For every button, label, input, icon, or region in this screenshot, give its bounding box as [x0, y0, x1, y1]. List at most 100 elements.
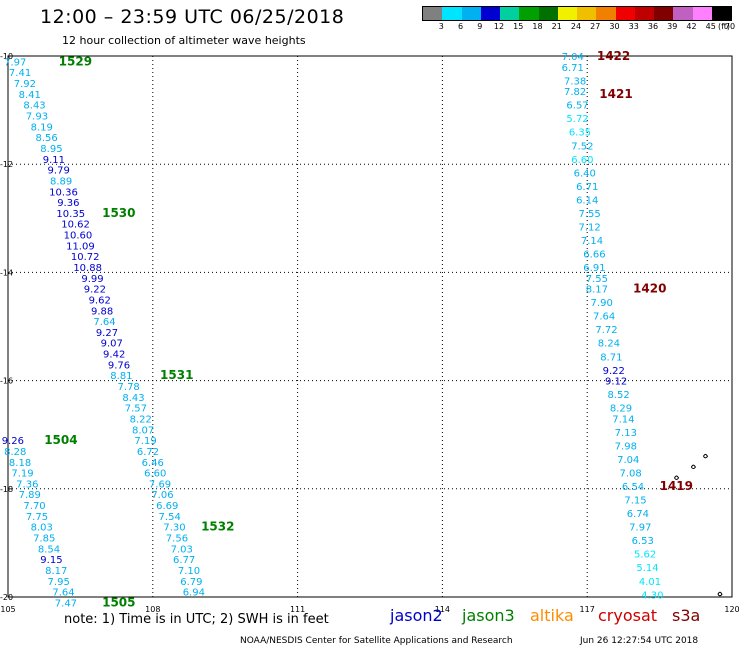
- pass-time-label: 1422: [597, 49, 630, 63]
- color-swatch: [423, 7, 443, 20]
- wave-height-value: 6.79: [180, 577, 202, 588]
- color-scale-label: 18: [532, 22, 543, 31]
- wave-height-value: 5.62: [634, 550, 656, 561]
- wave-height-value: 7.15: [624, 496, 646, 507]
- pass-time-label: 1420: [633, 282, 666, 296]
- wave-height-value: 7.14: [612, 414, 634, 425]
- wave-height-value: 10.35: [56, 209, 85, 220]
- wave-height-value: 7.13: [615, 428, 637, 439]
- color-scale-label: 70: [724, 22, 736, 31]
- color-swatch: [596, 7, 616, 20]
- wave-height-value: 7.06: [151, 490, 173, 501]
- wave-height-value: 7.97: [4, 57, 26, 68]
- wave-height-value: 10.88: [73, 263, 102, 274]
- wave-height-value: 9.76: [108, 360, 130, 371]
- footer-note: note: 1) Time is in UTC; 2) SWH is in fe…: [64, 612, 329, 627]
- color-swatch: [461, 7, 481, 20]
- wave-height-value: 8.56: [35, 133, 57, 144]
- wave-height-value: 9.12: [605, 377, 627, 388]
- wave-height-value: 6.40: [574, 168, 596, 179]
- color-swatch: [615, 7, 635, 20]
- wave-height-value: 7.95: [48, 577, 70, 588]
- wave-height-value: 8.19: [31, 122, 53, 133]
- wave-height-value: 6.71: [576, 182, 598, 193]
- color-scale-label: 27: [590, 22, 601, 31]
- x-tick-label: 111: [290, 605, 305, 614]
- pass-time-label: 1529: [59, 54, 92, 68]
- wave-height-value: 6.60: [144, 469, 166, 480]
- wave-height-value: 6.57: [566, 101, 588, 112]
- wave-height-value: 9.99: [81, 274, 103, 285]
- page-subtitle: 12 hour collection of altimeter wave hei…: [62, 34, 306, 47]
- wave-height-value: 6.72: [137, 447, 159, 458]
- color-scale-label: 39: [667, 22, 678, 31]
- color-scale-label: 9: [477, 22, 483, 31]
- wave-height-value: 7.38: [564, 76, 586, 87]
- wave-height-value: 9.79: [48, 166, 70, 177]
- wave-height-value: 7.19: [134, 436, 156, 447]
- color-swatch: [442, 7, 462, 20]
- color-swatch: [577, 7, 597, 20]
- wave-height-value: 8.28: [4, 447, 26, 458]
- pass-time-label: 1505: [102, 595, 135, 609]
- wave-height-value: 6.69: [156, 501, 178, 512]
- wave-height-value: 9.62: [89, 295, 111, 306]
- wave-height-value: 9.22: [603, 366, 625, 377]
- y-tick-label: -14: [0, 268, 13, 277]
- wave-height-value: 8.43: [23, 101, 45, 112]
- wave-height-value: 6.35: [569, 128, 591, 139]
- x-tick-label: 117: [580, 605, 595, 614]
- footer-timestamp: Jun 26 12:27:54 UTC 2018: [580, 636, 699, 646]
- wave-height-value: 6.71: [562, 63, 584, 74]
- wave-height-value: 7.93: [26, 112, 48, 123]
- wave-height-value: 7.12: [578, 222, 600, 233]
- coastline-mark: [690, 464, 696, 470]
- pass-time-label: 1531: [160, 368, 193, 382]
- color-scale-label: 33: [628, 22, 639, 31]
- wave-height-value: 7.57: [125, 404, 147, 415]
- wave-height-value: 7.72: [595, 325, 617, 336]
- wave-height-value: 4.30: [641, 590, 663, 601]
- wave-height-value: 5.72: [566, 114, 588, 125]
- wave-height-value: 7.64: [593, 312, 615, 323]
- wave-height-value: 6.77: [173, 555, 195, 566]
- wave-height-value: 9.88: [91, 306, 113, 317]
- y-tick-label: -20: [0, 593, 13, 602]
- wave-height-value: 8.81: [110, 371, 132, 382]
- color-scale-label: 30: [609, 22, 620, 31]
- wave-height-value: 7.30: [163, 523, 185, 534]
- color-scale-label: 21: [551, 22, 562, 31]
- wave-height-value: 7.55: [586, 274, 608, 285]
- color-swatch: [557, 7, 577, 20]
- wave-height-value: 7.08: [620, 469, 642, 480]
- wave-height-value: 11.09: [66, 241, 95, 252]
- coastline-mark: [717, 591, 723, 597]
- y-tick-label: -12: [0, 160, 13, 169]
- color-scale-label: 24: [570, 22, 582, 31]
- color-swatch: [538, 7, 558, 20]
- wave-height-value: 7.75: [26, 512, 48, 523]
- color-scale-label: 45: [705, 22, 716, 31]
- color-swatch: [711, 7, 731, 20]
- color-swatch: [692, 7, 712, 20]
- wave-height-value: 5.14: [636, 563, 658, 574]
- wave-height-value: 7.92: [14, 79, 36, 90]
- color-scale-label: 36: [647, 22, 659, 31]
- color-scale-label: 12: [493, 22, 505, 31]
- wave-height-value: 9.15: [40, 555, 62, 566]
- wave-height-value: 8.22: [130, 414, 152, 425]
- wave-height-value: 8.03: [31, 523, 53, 534]
- y-tick-label: -18: [0, 485, 13, 494]
- wave-height-value: 7.36: [16, 479, 38, 490]
- wave-height-value: 10.62: [61, 220, 90, 231]
- color-swatch: [500, 7, 520, 20]
- color-scale-label: 15: [513, 22, 524, 31]
- x-tick-label: 120: [724, 605, 739, 614]
- wave-height-value: 7.89: [19, 490, 41, 501]
- wave-height-value: 8.89: [50, 176, 72, 187]
- wave-height-value: 10.36: [49, 187, 78, 198]
- color-scale-unit: (ft): [717, 22, 731, 31]
- satellite-jason3: jason3: [462, 606, 515, 625]
- wave-height-value: 7.41: [9, 68, 31, 79]
- x-tick-label: 114: [435, 605, 450, 614]
